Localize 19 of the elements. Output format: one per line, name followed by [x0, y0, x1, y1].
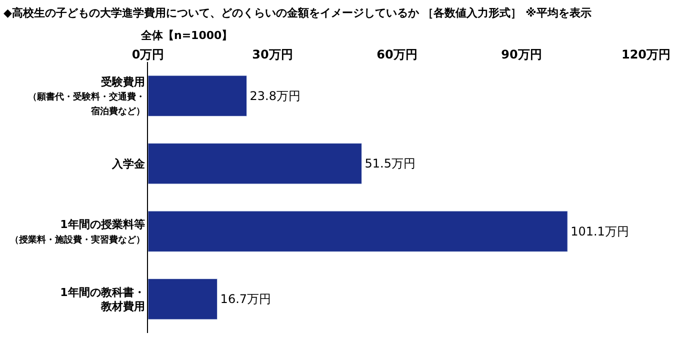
- data-label: 23.8万円: [250, 88, 300, 103]
- bar: [148, 143, 362, 184]
- chart-subtitle: 全体【n=1000】: [140, 29, 233, 42]
- bar: [148, 75, 248, 116]
- x-tick-label: 90万円: [501, 48, 542, 62]
- bar: [148, 278, 218, 320]
- data-label: 16.7万円: [220, 292, 272, 306]
- x-tick-label: 30万円: [252, 48, 293, 62]
- data-label: 51.5万円: [364, 156, 416, 171]
- y-tick-label: 受験費用（願書代・受験料・交通費・宿泊費など）: [28, 75, 145, 118]
- x-tick-label: 0万円: [132, 48, 164, 62]
- data-label: 101.1万円: [570, 224, 629, 238]
- y-tick-label: 入学金: [110, 157, 146, 170]
- x-tick-label: 60万円: [376, 48, 418, 62]
- bar: [148, 210, 568, 252]
- y-tick-label: 1年間の授業料等（授業料・施設費・実習費など）: [10, 218, 145, 246]
- y-tick-label: 1年間の教科書・教材費用: [60, 286, 145, 314]
- chart-title: ◆高校生の子どもの大学進学費用について、どのくらいの金額をイメージしているか ［各数値入力形式］ ※平均を表示: [3, 6, 592, 20]
- x-tick-label: 120万円: [621, 48, 671, 62]
